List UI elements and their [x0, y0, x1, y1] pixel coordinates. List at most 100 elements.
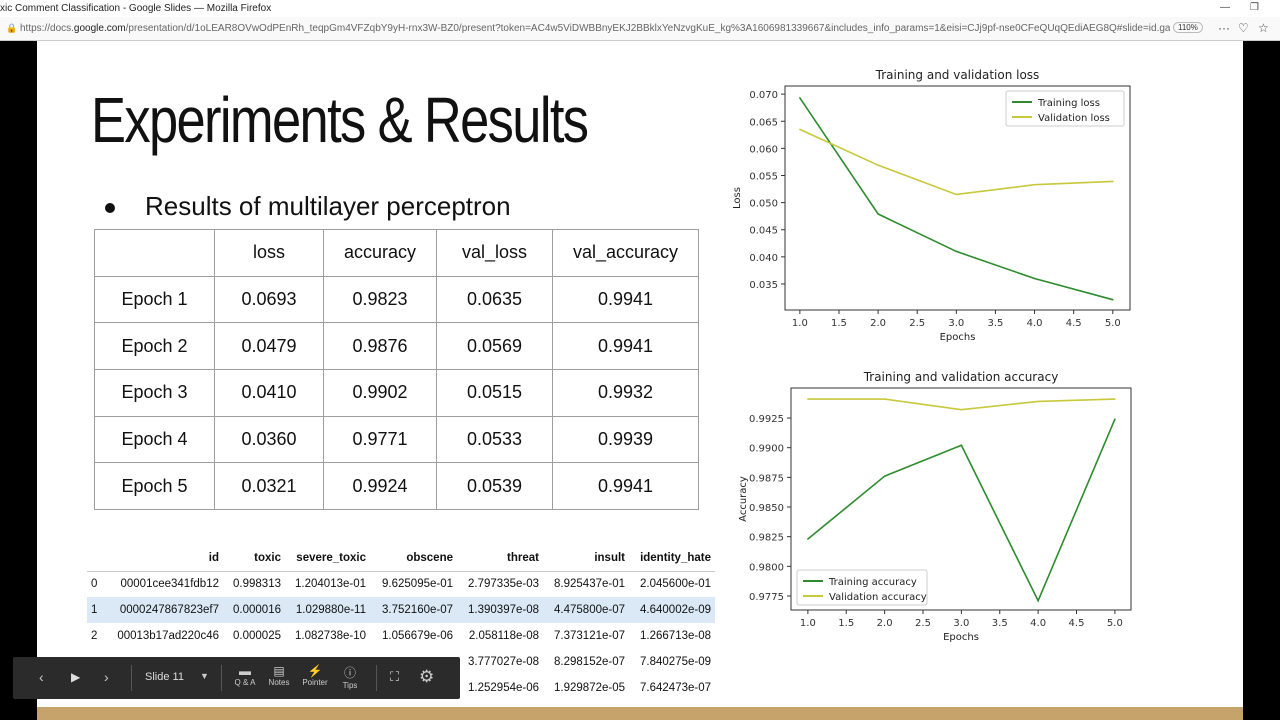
dataframe-cell: 2 — [91, 630, 98, 642]
column-header: insult — [543, 545, 629, 572]
url-prefix: https://docs. — [20, 23, 74, 34]
dataframe-cell: 4.475800e-07 — [543, 597, 629, 623]
notes-icon: ▤ — [273, 664, 285, 678]
dataframe-cell: 00013b17ad220c46 — [117, 630, 219, 642]
x-tick-label: 2.0 — [877, 618, 893, 629]
data-point — [1037, 599, 1039, 602]
legend-label: Training loss — [1037, 98, 1100, 109]
y-tick-label: 0.9875 — [749, 473, 784, 484]
pointer-button[interactable]: ⚡ Pointer — [301, 664, 329, 687]
table-cell: Epoch 3 — [94, 369, 215, 417]
data-point — [807, 398, 809, 400]
dataframe-cell: 1.029880e-11 — [285, 597, 370, 623]
dataframe-cell: 2.058118e-08 — [468, 630, 539, 642]
gear-icon[interactable]: ⚙ — [419, 667, 435, 686]
more-icon[interactable]: ··· — [1218, 21, 1230, 35]
lock-icon: 🔒 — [6, 23, 18, 33]
column-header — [94, 229, 215, 277]
data-point — [1037, 400, 1039, 403]
column-header: val_accuracy — [552, 229, 699, 277]
bookmark-star-icon[interactable]: ☆ — [1258, 21, 1269, 35]
dataframe-cell: 1.056679e-06 — [382, 630, 453, 642]
data-point — [883, 475, 886, 477]
qa-label: Q & A — [234, 678, 256, 687]
dataframe-cell: 7.840275e-09 — [640, 656, 711, 668]
data-point — [955, 250, 958, 253]
data-point — [1114, 398, 1116, 400]
data-point — [960, 408, 963, 411]
qa-button[interactable]: ▬ Q & A — [233, 664, 257, 687]
table-cell: Epoch 5 — [94, 462, 215, 511]
x-tick-label: 1.0 — [800, 618, 816, 629]
table-row: Epoch 5 0.0321 0.9924 0.0539 0.9941 — [94, 462, 699, 511]
legend-box — [1005, 90, 1125, 127]
dataframe-cell: 7.642473e-07 — [640, 682, 711, 694]
y-tick-label: 0.060 — [749, 144, 778, 155]
data-point — [1111, 180, 1114, 183]
dataframe-cell: 9.625095e-01 — [382, 578, 453, 591]
data-point — [1111, 298, 1114, 301]
y-tick-label: 0.9800 — [749, 562, 784, 573]
legend-label: Validation loss — [1038, 113, 1110, 124]
column-header: identity_hate — [629, 545, 715, 572]
play-button[interactable]: ▶ — [71, 670, 81, 684]
x-tick-label: 2.0 — [870, 318, 886, 329]
url-domain: google.com — [73, 23, 126, 34]
x-tick-label: 3.5 — [987, 318, 1003, 329]
dataframe-cell: 8.298152e-07 — [554, 656, 625, 668]
tips-button[interactable]: ⓘ Tips — [339, 664, 361, 690]
table-cell: 0.0321 — [214, 462, 324, 511]
table-cell: 0.9941 — [552, 462, 699, 511]
y-tick-label: 0.050 — [749, 199, 778, 210]
legend-box — [796, 569, 928, 606]
column-header: threat — [457, 545, 543, 572]
dataframe-cell: 2.045600e-01 — [640, 578, 711, 591]
chevron-down-icon[interactable]: ▼ — [200, 671, 209, 681]
y-tick-label: 0.9775 — [749, 592, 784, 603]
dataframe-row: 3.777027e-08 8.298152e-07 7.840275e-09 — [87, 649, 715, 675]
table-cell: 0.9924 — [323, 462, 437, 511]
column-header — [87, 545, 105, 572]
url-text[interactable]: https://docs.google.com/presentation/d/1… — [20, 23, 1170, 34]
zoom-level-button[interactable]: 110% — [1173, 22, 1203, 33]
x-tick-label: 3.0 — [953, 618, 969, 629]
column-header: severe_toxic — [285, 545, 370, 572]
dataframe-cell: 0.998313 — [233, 578, 281, 591]
previous-slide-button[interactable]: ‹ — [39, 669, 44, 685]
data-point — [877, 164, 879, 166]
dataframe-cell: 1.252954e-06 — [468, 682, 539, 694]
y-tick-label: 0.9925 — [749, 414, 784, 425]
predictions-dataframe: id toxic severe_toxic obscene threat insult id… — [87, 545, 715, 701]
dataframe-cell: 1.082738e-10 — [295, 630, 366, 642]
data-point — [807, 538, 809, 540]
restore-icon[interactable]: ❐ — [1250, 2, 1259, 13]
pocket-icon[interactable]: ♡ — [1238, 21, 1249, 35]
dataframe-row: 1 0000247867823ef7 0.000016 1.029880e-11 3.7… — [87, 597, 715, 623]
data-point — [1033, 183, 1036, 186]
x-tick-label: 5.0 — [1105, 318, 1121, 329]
minimize-icon[interactable]: — — [1220, 2, 1230, 13]
x-tick-label: 5.0 — [1107, 618, 1123, 629]
slide-selector[interactable]: Slide 11 — [145, 671, 184, 683]
table-cell: 0.9941 — [552, 322, 699, 371]
table-cell: Epoch 1 — [94, 275, 215, 324]
data-point — [877, 213, 879, 215]
y-tick-label: 0.040 — [749, 253, 778, 264]
data-point — [1033, 277, 1036, 280]
y-tick-label: 0.045 — [749, 226, 778, 237]
table-cell: 0.0539 — [436, 462, 553, 511]
address-bar[interactable]: 🔒 https://docs.google.com/presentation/d… — [0, 17, 1280, 41]
x-tick-label: 4.5 — [1069, 618, 1085, 629]
dataframe-cell: 1.204013e-01 — [295, 578, 366, 591]
x-tick-label: 4.0 — [1027, 318, 1043, 329]
x-tick-label: 4.5 — [1066, 318, 1082, 329]
column-header: obscene — [370, 545, 457, 572]
dataframe-cell: 8.925437e-01 — [554, 578, 625, 591]
fullscreen-icon[interactable]: ⛶ — [390, 669, 400, 684]
slide-footer-bar — [37, 707, 1243, 720]
notes-button[interactable]: ▤ Notes — [267, 664, 291, 687]
x-tick-label: 3.0 — [948, 318, 964, 329]
y-tick-label: 0.9850 — [749, 503, 784, 514]
slide: Experiments & Results Results of multila… — [37, 41, 1243, 720]
next-slide-button[interactable]: › — [104, 669, 109, 685]
